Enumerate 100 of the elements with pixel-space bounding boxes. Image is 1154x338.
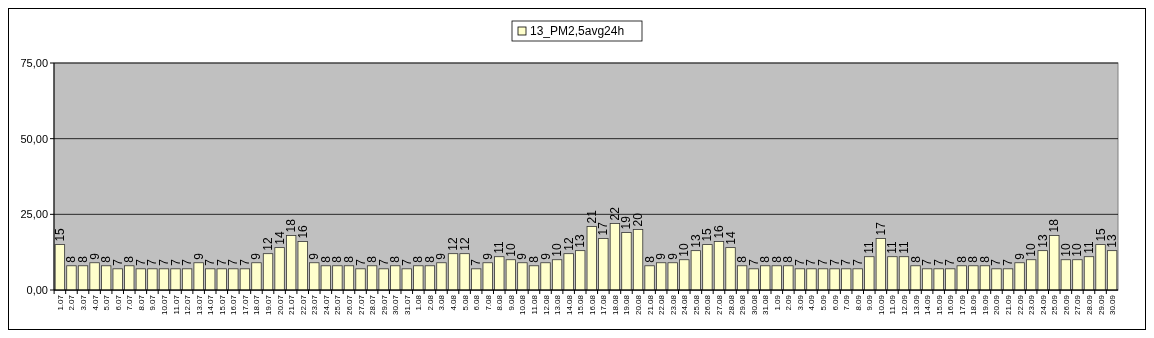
x-tick-label: 2.09 <box>784 294 794 311</box>
x-tick-label: 12.09 <box>899 294 909 316</box>
data-label: 8 <box>642 255 657 263</box>
x-tick-label: 30.07 <box>391 294 401 316</box>
x-tick-label: 27.08 <box>714 294 724 316</box>
x-tick-label: 26.08 <box>703 294 713 316</box>
x-tick-label: 9.07 <box>148 294 158 311</box>
x-tick-label: 28.09 <box>1084 294 1094 316</box>
data-label: 7 <box>1001 258 1016 266</box>
x-tick-label: 24.09 <box>1038 294 1048 316</box>
data-label: 17 <box>873 221 888 236</box>
x-tick-label: 19.07 <box>264 294 274 316</box>
x-tick-label: 4.08 <box>449 294 459 311</box>
data-label: 22 <box>607 206 622 221</box>
data-label: 13 <box>1105 233 1120 248</box>
x-tick-label: 1.07 <box>55 294 65 311</box>
data-label: 9 <box>434 252 449 260</box>
x-tick-label: 26.09 <box>1061 294 1071 316</box>
x-tick-label: 24.08 <box>680 294 690 316</box>
data-label: 15 <box>1093 227 1108 242</box>
x-tick-label: 11.09 <box>888 294 898 315</box>
y-tick-label: 50,00 <box>20 132 48 145</box>
data-label: 21 <box>584 209 599 224</box>
x-tick-label: 15.07 <box>217 294 227 316</box>
x-tick-label: 28.07 <box>368 294 378 316</box>
x-tick-label: 12.07 <box>183 294 193 316</box>
x-tick-label: 5.08 <box>460 294 470 311</box>
x-tick-label: 7.08 <box>483 294 493 311</box>
x-tick-label: 21.09 <box>1004 294 1014 316</box>
x-tick-label: 17.09 <box>957 294 967 316</box>
x-tick-label: 27.09 <box>1073 294 1083 316</box>
x-tick-label: 8.09 <box>853 294 863 311</box>
x-tick-label: 28.08 <box>726 294 736 316</box>
x-tick-label: 21.07 <box>287 294 297 316</box>
x-tick-label: 19.09 <box>980 294 990 316</box>
x-tick-label: 22.08 <box>657 294 667 316</box>
x-tick-label: 14.09 <box>923 294 933 316</box>
x-tick-label: 4.09 <box>807 294 817 311</box>
x-tick-label: 3.07 <box>79 294 89 311</box>
x-tick-label: 12.08 <box>541 294 551 316</box>
x-tick-label: 13.09 <box>911 294 921 316</box>
x-tick-label: 17.08 <box>599 294 609 316</box>
x-tick-label: 15.09 <box>934 294 944 316</box>
x-tick-label: 3.09 <box>795 294 805 311</box>
x-tick-label: 9.08 <box>506 294 516 311</box>
x-tick-label: 25.07 <box>333 294 343 316</box>
data-label: 15 <box>52 227 67 242</box>
x-tick-label: 25.09 <box>1050 294 1060 316</box>
data-label: 7 <box>168 258 183 266</box>
x-tick-label: 5.07 <box>102 294 112 311</box>
data-label: 18 <box>1047 218 1062 233</box>
data-label: 7 <box>353 258 368 266</box>
x-tick-label: 29.09 <box>1096 294 1106 316</box>
y-tick-label: 25,00 <box>20 208 48 221</box>
x-tick-label: 10.07 <box>159 294 169 316</box>
x-tick-label: 25.08 <box>691 294 701 316</box>
x-tick-label: 6.09 <box>830 294 840 311</box>
x-tick-label: 14.08 <box>564 294 574 316</box>
x-tick-label: 15.08 <box>576 294 586 316</box>
x-tick-label: 31.08 <box>761 294 771 316</box>
x-tick-label: 3.08 <box>437 294 447 311</box>
x-tick-label: 8.07 <box>136 294 146 311</box>
x-tick-label: 6.07 <box>113 294 123 311</box>
data-label: 9 <box>538 252 553 260</box>
x-tick-label: 22.09 <box>1015 294 1025 316</box>
x-tick-label: 4.07 <box>90 294 100 311</box>
x-tick-label: 2.08 <box>425 294 435 311</box>
data-label: 20 <box>631 212 646 227</box>
data-label: 9 <box>191 252 206 260</box>
legend-label: 13_PM2,5avg24h <box>530 24 625 38</box>
x-tick-label: 20.09 <box>992 294 1002 316</box>
x-tick-label: 7.07 <box>125 294 135 311</box>
x-tick-label: 16.08 <box>587 294 597 316</box>
x-tick-label: 29.07 <box>379 294 389 316</box>
x-tick-label: 7.09 <box>842 294 852 311</box>
x-tick-label: 10.09 <box>876 294 886 316</box>
x-tick-label: 22.07 <box>298 294 308 316</box>
x-tick-label: 17.07 <box>240 294 250 316</box>
data-label: 19 <box>619 215 634 230</box>
x-tick-label: 20.07 <box>275 294 285 316</box>
x-tick-label: 2.07 <box>67 294 77 311</box>
x-tick-label: 29.08 <box>738 294 748 316</box>
x-tick-label: 30.09 <box>1108 294 1118 316</box>
x-tick-label: 10.08 <box>518 294 528 316</box>
data-label: 7 <box>180 258 195 266</box>
x-tick-label: 1.08 <box>414 294 424 311</box>
data-label: 7 <box>804 258 819 266</box>
data-label: 11 <box>862 240 877 254</box>
x-tick-label: 26.07 <box>344 294 354 316</box>
x-tick-label: 11.08 <box>529 294 539 315</box>
x-tick-label: 19.08 <box>622 294 632 316</box>
data-label: 9 <box>1012 252 1027 260</box>
y-tick-label: 0,00 <box>26 283 48 296</box>
x-tick-label: 31.07 <box>402 294 412 316</box>
data-label: 14 <box>723 230 738 245</box>
x-tick-label: 18.07 <box>252 294 262 316</box>
x-tick-label: 27.07 <box>356 294 366 316</box>
y-tick-label: 75,00 <box>20 56 48 69</box>
x-tick-label: 18.09 <box>969 294 979 316</box>
x-tick-label: 18.08 <box>610 294 620 316</box>
